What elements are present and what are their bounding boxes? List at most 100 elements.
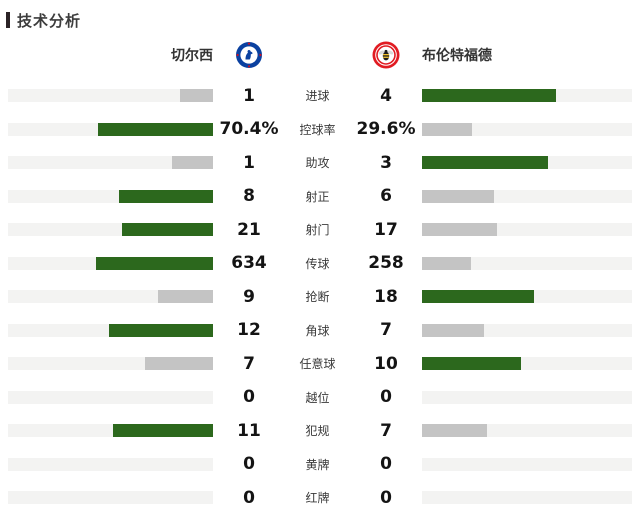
stat-label: 控球率 [299,122,336,137]
away-stat-bar-track [422,189,632,203]
stat-label: 越位 [305,390,330,405]
away-stat-bar [422,89,557,103]
away-stat-bar-track [422,424,632,438]
stat-row: 21 射门 17 [0,213,640,247]
stat-label: 射门 [305,223,330,238]
stat-row: 634 传球 258 [0,247,640,281]
stat-row: 1 进球 4 [0,79,640,113]
away-stat-bar [422,256,471,270]
brentford-badge-icon [372,41,400,69]
home-stat-bar [145,357,213,371]
stat-label: 红牌 [305,491,330,506]
home-stat-bar-track [8,256,213,270]
home-stat-bar [119,189,213,203]
away-stat-value: 3 [380,152,392,173]
home-stat-bar [97,122,213,136]
title-accent-bar [6,12,10,28]
away-stat-bar-track [422,156,632,170]
panel-title-text: 技术分析 [17,11,82,30]
team-header: 切尔西 [0,38,640,72]
stat-label: 角球 [305,323,330,338]
away-stat-bar [422,223,498,237]
home-stat-value: 70.4% [219,119,279,140]
home-stat-bar-track [8,424,213,438]
stat-row: 1 助攻 3 [0,146,640,180]
away-stat-bar-track [422,457,632,471]
stat-label: 助攻 [305,156,330,171]
away-stat-value: 258 [368,253,404,274]
tech-analysis-panel: 技术分析 切尔西 [0,10,640,531]
away-stat-value: 18 [374,286,398,307]
away-stat-bar-track [422,223,632,237]
stat-row: 9 抢断 18 [0,280,640,314]
home-stat-value: 1 [243,152,255,173]
away-stat-value: 4 [380,85,392,106]
away-stat-bar-track [422,89,632,103]
away-stat-bar [422,323,484,337]
home-stat-bar [180,89,213,103]
stat-row: 8 射正 6 [0,180,640,214]
stat-label: 传球 [305,256,330,271]
home-stat-bar [122,223,213,237]
stat-row: 12 角球 7 [0,314,640,348]
away-stat-bar-track [422,491,632,505]
home-stat-value: 634 [231,253,267,274]
away-stat-bar-track [422,122,632,136]
home-stat-bar [172,156,213,170]
home-stat-bar [112,424,213,438]
away-stat-value: 29.6% [356,119,416,140]
away-team-name: 布伦特福德 [422,48,492,64]
away-stat-value: 0 [380,454,392,475]
stat-row: 0 黄牌 0 [0,448,640,482]
away-stat-bar-track [422,290,632,304]
home-stat-bar-track [8,323,213,337]
home-stat-bar [158,290,213,304]
home-stat-value: 0 [243,387,255,408]
away-stat-value: 10 [374,353,398,374]
home-stat-value: 11 [237,420,261,441]
away-stat-value: 17 [374,219,398,240]
home-team-badge [213,41,285,69]
home-stat-bar-track [8,290,213,304]
stat-label: 抢断 [305,290,330,305]
home-stat-bar-track [8,156,213,170]
away-stat-bar [422,189,494,203]
panel-title: 技术分析 [6,10,640,30]
stat-label: 黄牌 [305,457,330,472]
stat-row: 7 任意球 10 [0,347,640,381]
away-stat-bar [422,290,534,304]
away-stat-value: 7 [380,420,392,441]
away-stat-bar [422,156,548,170]
home-stat-bar-track [8,89,213,103]
home-stat-value: 21 [237,219,261,240]
away-stat-bar-track [422,323,632,337]
stat-row: 0 越位 0 [0,381,640,415]
away-stat-bar-track [422,357,632,371]
home-stat-value: 7 [243,353,255,374]
stat-row: 0 红牌 0 [0,481,640,515]
home-stat-bar-track [8,122,213,136]
stat-label: 犯规 [305,424,330,439]
home-stat-bar-track [8,390,213,404]
home-stat-bar-track [8,457,213,471]
away-stat-value: 0 [380,487,392,508]
home-stat-value: 0 [243,454,255,475]
home-stat-value: 8 [243,186,255,207]
away-team-badge [350,41,422,69]
home-stat-bar-track [8,223,213,237]
away-stat-bar [422,122,472,136]
home-stat-bar [109,323,213,337]
away-stat-bar [422,357,521,371]
home-stat-bar-track [8,189,213,203]
home-stat-value: 1 [243,85,255,106]
home-stat-value: 0 [243,487,255,508]
stats-list: 1 进球 4 70.4% 控球率 29.6% 1 助攻 3 8 射正 6 21 射门 17 634 传球 258 9… [0,79,640,515]
away-stat-value: 7 [380,320,392,341]
away-stat-bar-track [422,390,632,404]
stat-label: 进球 [305,89,330,104]
home-stat-value: 9 [243,286,255,307]
away-stat-bar [422,424,488,438]
stat-row: 11 犯规 7 [0,414,640,448]
away-stat-bar-track [422,256,632,270]
home-stat-bar-track [8,357,213,371]
